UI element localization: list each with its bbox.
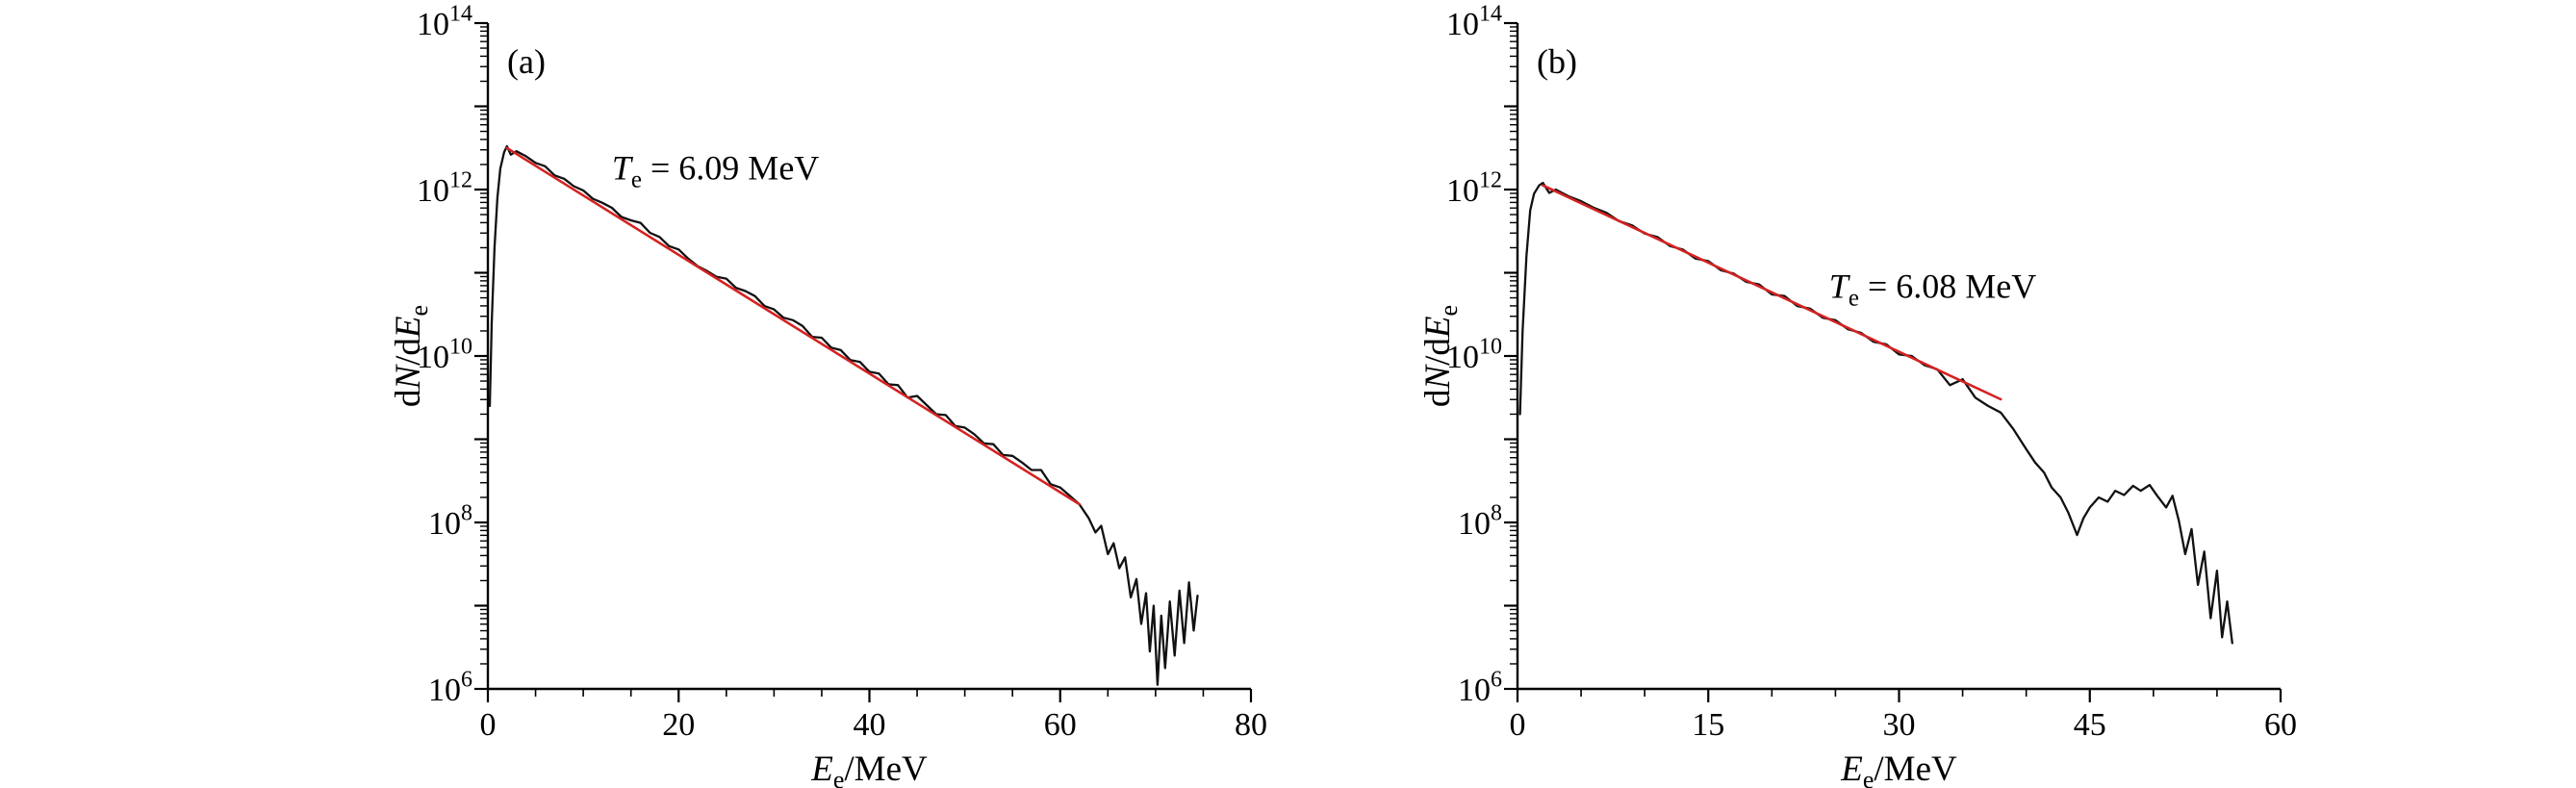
y-tick-label: 1014	[1446, 2, 1502, 42]
axes-spines-b	[1516, 23, 2281, 691]
x-tick-label: 45	[2074, 707, 2106, 743]
panel-label-a: (a)	[507, 42, 546, 81]
x-tick-label: 40	[854, 707, 886, 743]
y-tick-label: 108	[1458, 501, 1502, 542]
y-tick-label: 106	[428, 668, 472, 708]
exponential-fit-line-a	[505, 146, 1081, 506]
x-tick-label: 60	[1044, 707, 1077, 743]
x-tick-label: 0	[1510, 707, 1526, 743]
x-tick-label: 15	[1692, 707, 1724, 743]
electron-spectrum-line-a	[488, 144, 1199, 686]
x-axis-label-b: Ee/MeV	[1840, 750, 1957, 788]
y-tick-label: 108	[428, 501, 472, 542]
electron-spectrum-line-b	[1518, 181, 2233, 645]
x-tick-label: 80	[1235, 707, 1267, 743]
fit-temperature-label-b: Te = 6.08 MeV	[1829, 267, 2036, 311]
y-tick-label: 106	[1458, 668, 1502, 708]
y-axis-label-b: dN/dEe	[1418, 305, 1463, 407]
x-tick-label: 0	[480, 707, 497, 743]
x-tick-label: 30	[1883, 707, 1916, 743]
exponential-fit-line-b	[1542, 184, 2002, 401]
x-tick-label: 60	[2264, 707, 2297, 743]
fit-temperature-label-a: Te = 6.09 MeV	[612, 149, 819, 193]
x-axis-label-a: Ee/MeV	[810, 750, 928, 788]
y-tick-label: 1012	[417, 168, 472, 209]
y-tick-label: 1012	[1446, 168, 1502, 209]
x-tick-label: 20	[662, 707, 695, 743]
panel-label-b: (b)	[1537, 42, 1577, 81]
y-tick-label: 1010	[417, 335, 472, 375]
panel-b: 0 15 30 45 60 106 108 1010 1012 1014 Te = 6.08 MeV…	[1418, 2, 2297, 788]
y-tick-label: 1014	[417, 2, 472, 42]
y-axis-label-a: dN/dEe	[389, 305, 433, 407]
panel-a: 0 20 40 60 80 106 108 1010 1012 1014 Te = 6.09 MeV…	[389, 2, 1267, 788]
y-tick-label: 1010	[1446, 335, 1502, 375]
